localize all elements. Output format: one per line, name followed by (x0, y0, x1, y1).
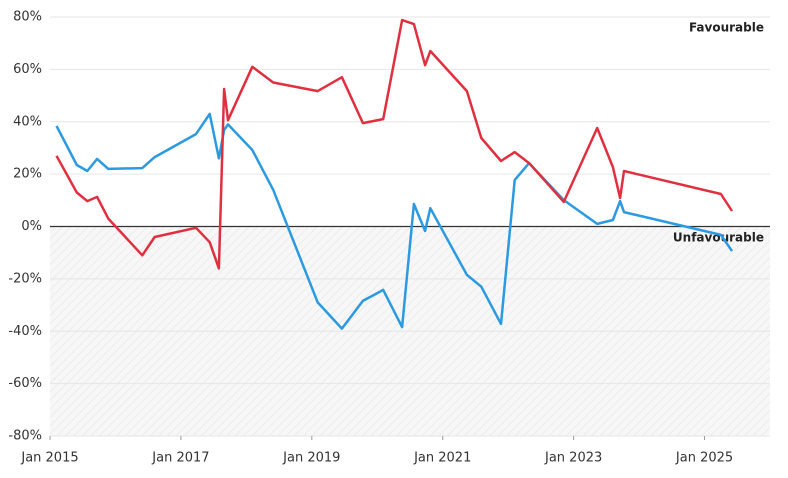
annotation: Unfavourable (673, 231, 764, 245)
y-tick-label: 20% (13, 167, 42, 182)
y-tick-label: -40% (8, 324, 42, 339)
annotation: Favourable (689, 21, 764, 35)
x-tick-label: Jan 2023 (544, 451, 602, 466)
x-tick-label: Jan 2021 (413, 451, 471, 466)
y-tick-label: -80% (8, 429, 42, 444)
series-line (55, 112, 734, 330)
y-tick-label: 80% (13, 10, 42, 25)
y-tick-label: 40% (13, 114, 42, 129)
y-tick-label: 60% (13, 62, 42, 77)
x-tick-label: Jan 2017 (151, 451, 209, 466)
x-tick-label: Jan 2025 (675, 451, 733, 466)
x-tick-label: Jan 2019 (282, 451, 340, 466)
y-tick-label: -60% (8, 376, 42, 391)
y-tick-label: -20% (8, 271, 42, 286)
x-tick-label: Jan 2015 (20, 451, 78, 466)
y-tick-label: 0% (21, 219, 42, 234)
series-line (55, 18, 734, 270)
